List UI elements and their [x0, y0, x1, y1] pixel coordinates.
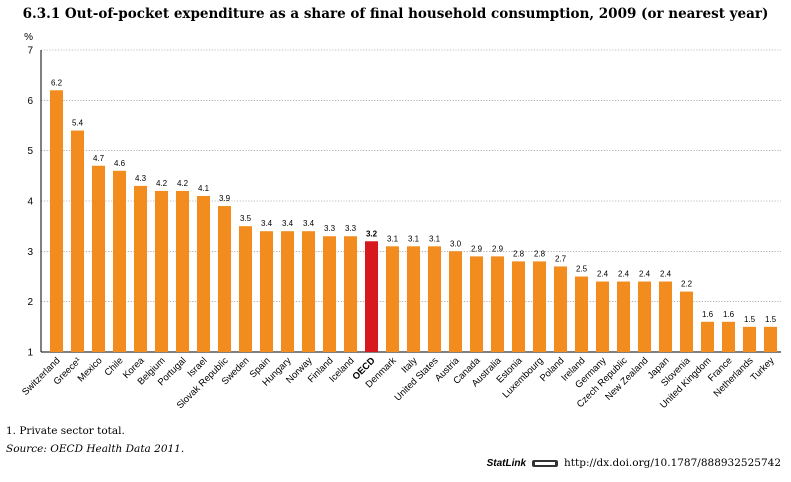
bar: [175, 190, 190, 352]
value-label: 3.4: [282, 219, 294, 228]
y-tick-label: 7: [27, 46, 33, 57]
value-label: 1.5: [765, 315, 777, 324]
value-label: 1.6: [723, 310, 735, 319]
value-label: 2.9: [492, 244, 504, 253]
bar: [721, 321, 736, 352]
value-label: 2.4: [597, 270, 609, 279]
bar: [364, 241, 379, 352]
value-label: 2.4: [639, 270, 651, 279]
value-label: 2.5: [576, 265, 588, 274]
value-label: 6.2: [51, 78, 63, 87]
value-label: 5.4: [72, 119, 84, 128]
chart-title: 6.3.1 Out-of-pocket expenditure as a sha…: [22, 6, 769, 22]
value-label: 2.2: [681, 280, 693, 289]
y-tick-label: 3: [27, 247, 33, 258]
value-label: 4.3: [135, 174, 147, 183]
bar: [217, 206, 232, 352]
bar: [238, 226, 253, 352]
bar: [259, 231, 274, 352]
value-label: 2.9: [471, 244, 483, 253]
bar: [301, 231, 316, 352]
bar: [553, 266, 568, 352]
value-label: 4.6: [114, 159, 126, 168]
y-tick-label: 2: [27, 297, 33, 308]
y-tick-label: 1: [27, 348, 33, 359]
bar: [616, 281, 631, 352]
bar: [658, 281, 673, 352]
bar: [490, 256, 505, 352]
bar: [385, 246, 400, 352]
bar: [448, 251, 463, 352]
value-label: 3.0: [450, 239, 462, 248]
bar: [49, 90, 64, 353]
value-label: 3.4: [261, 219, 273, 228]
value-label: 2.7: [555, 254, 567, 263]
value-label: 3.2: [366, 229, 378, 238]
value-label: 2.4: [660, 270, 672, 279]
y-tick-label: 6: [27, 96, 33, 107]
bar: [322, 236, 337, 352]
value-label: 3.3: [324, 224, 336, 233]
value-label: 4.2: [156, 179, 168, 188]
value-label: 2.8: [534, 249, 546, 258]
source-note: Source: OECD Health Data 2011.: [6, 443, 185, 455]
bar: [469, 256, 484, 352]
bar-chart: 1 2 3 4 5 6 7% 6.2 5.4 4.7 4.6 4.3 4.2 4.2 4.1 3.9 3.5 3…: [20, 32, 781, 411]
value-label: 4.2: [177, 179, 189, 188]
statlink[interactable]: StatLink http://dx.doi.org/10.1787/88893…: [487, 457, 781, 469]
value-label: 2.4: [618, 270, 630, 279]
bar: [133, 185, 148, 352]
value-label: 1.5: [744, 315, 756, 324]
bar: [763, 326, 778, 352]
statlink-label: StatLink: [486, 457, 527, 469]
bar: [511, 261, 526, 352]
value-label: 2.8: [513, 249, 525, 258]
y-tick-label: 5: [27, 146, 33, 157]
bar: [406, 246, 421, 352]
value-labels: 6.2 5.4 4.7 4.6 4.3 4.2 4.2 4.1 3.9 3.5 3.4 3.4 3.4 3…: [51, 78, 777, 324]
footnote: 1. Private sector total.: [6, 425, 125, 437]
category-labels: SwitzerlandGreece¹MexicoChileKoreaBelgiu…: [20, 355, 777, 411]
statlink-logo-icon: [532, 459, 559, 467]
bar: [70, 130, 85, 352]
bar: [427, 246, 442, 352]
bar: [574, 276, 589, 352]
value-label: 4.7: [93, 154, 105, 163]
bar: [679, 291, 694, 352]
category-label: Turkey: [749, 355, 777, 383]
value-label: 3.4: [303, 219, 315, 228]
bar: [742, 326, 757, 352]
value-label: 3.3: [345, 224, 357, 233]
y-axis-unit: %: [24, 32, 33, 43]
bar: [343, 236, 358, 352]
bar: [637, 281, 652, 352]
bar: [280, 231, 295, 352]
value-label: 3.9: [219, 194, 231, 203]
bar: [532, 261, 547, 352]
bar: [154, 190, 169, 352]
value-label: 3.1: [429, 234, 441, 243]
bar: [91, 165, 106, 352]
bar: [112, 170, 127, 352]
value-label: 3.5: [240, 214, 252, 223]
value-label: 1.6: [702, 310, 714, 319]
bar: [700, 321, 715, 352]
value-label: 4.1: [198, 184, 210, 193]
y-tick-label: 4: [27, 197, 33, 208]
value-label: 3.1: [408, 234, 420, 243]
bar: [196, 195, 211, 352]
bars: [49, 90, 778, 353]
statlink-url[interactable]: http://dx.doi.org/10.1787/888932525742: [564, 457, 781, 469]
bar: [595, 281, 610, 352]
value-label: 3.1: [387, 234, 399, 243]
